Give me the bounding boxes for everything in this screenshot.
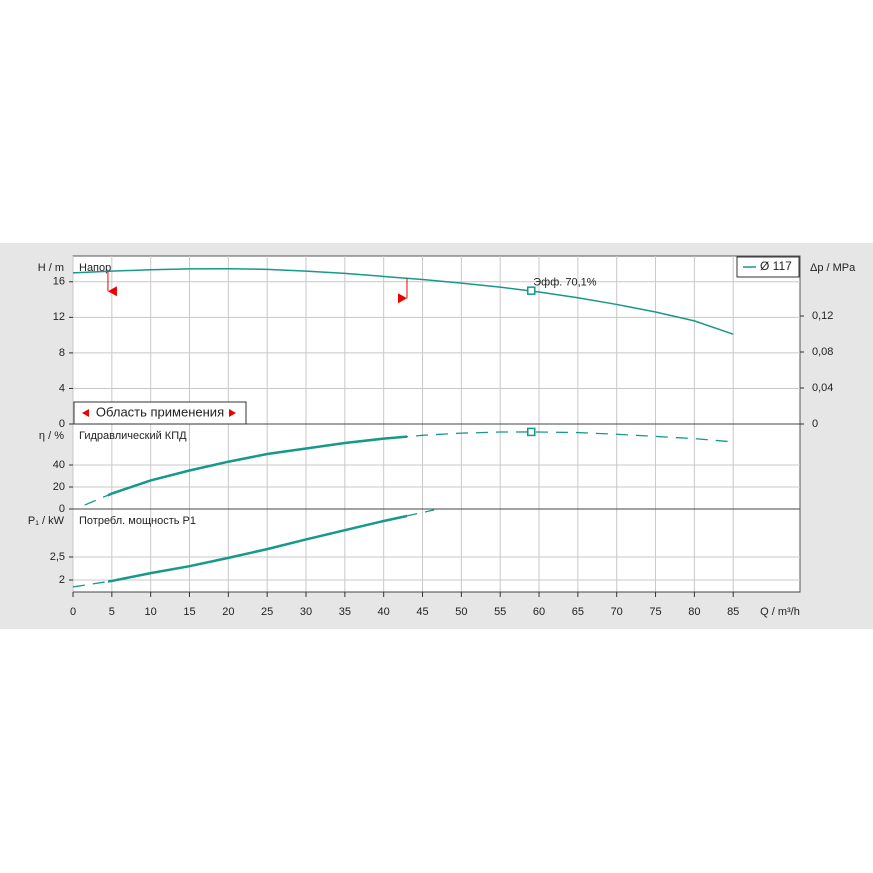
range-legend-box bbox=[73, 401, 247, 425]
y-tick-label: 12 bbox=[53, 311, 65, 323]
x-tick-label: 5 bbox=[109, 606, 115, 618]
y2-tick-label: 0 bbox=[812, 418, 818, 430]
range-marker bbox=[107, 286, 117, 297]
x-tick-label: 15 bbox=[183, 606, 195, 618]
y-tick-label: 20 bbox=[53, 481, 65, 493]
range-marker bbox=[397, 293, 407, 304]
best-point bbox=[527, 286, 536, 295]
x-tick-label: 30 bbox=[300, 606, 312, 618]
x-tick-label: 75 bbox=[649, 606, 661, 618]
y-axis-label: P₁ / kW bbox=[28, 515, 65, 527]
legend-label: Ø 117 bbox=[760, 259, 792, 273]
y2-tick-label: 0,12 bbox=[812, 310, 833, 322]
legend-box bbox=[736, 256, 800, 278]
y-tick-label: 4 bbox=[59, 382, 65, 394]
x-tick-label: 25 bbox=[261, 606, 273, 618]
x-tick-label: 50 bbox=[455, 606, 467, 618]
x-tick-label: 35 bbox=[339, 606, 351, 618]
y-axis-label: η / % bbox=[39, 430, 64, 442]
x-tick-label: 55 bbox=[494, 606, 506, 618]
x-tick-label: 10 bbox=[145, 606, 157, 618]
best-point-label: Эфф. 70,1% bbox=[533, 277, 597, 289]
series-line-operating bbox=[107, 514, 407, 583]
range-legend-icon bbox=[229, 409, 236, 417]
panel-title: Потребл. мощность P1 bbox=[79, 515, 196, 527]
x-tick-label: 20 bbox=[222, 606, 234, 618]
y2-axis-label: Δp / MPa bbox=[810, 262, 856, 274]
y-axis-label: H / m bbox=[38, 262, 64, 274]
x-tick-label: 60 bbox=[533, 606, 545, 618]
x-axis-label: Q / m³/h bbox=[760, 606, 800, 618]
range-legend-icon bbox=[82, 409, 89, 417]
x-tick-label: 80 bbox=[688, 606, 700, 618]
x-tick-label: 0 bbox=[70, 606, 76, 618]
y-tick-label: 8 bbox=[59, 347, 65, 359]
y-tick-label: 2,5 bbox=[50, 551, 65, 563]
panel-title: Гидравлический КПД bbox=[79, 430, 187, 442]
y-tick-label: 16 bbox=[53, 276, 65, 288]
range-legend-label: Область применения bbox=[96, 404, 224, 419]
x-tick-label: 45 bbox=[416, 606, 428, 618]
y-tick-label: 40 bbox=[53, 459, 65, 471]
x-tick-label: 85 bbox=[727, 606, 739, 618]
x-tick-label: 70 bbox=[611, 606, 623, 618]
x-tick-label: 40 bbox=[378, 606, 390, 618]
x-tick-label: 65 bbox=[572, 606, 584, 618]
y-tick-label: 2 bbox=[59, 574, 65, 586]
best-point bbox=[527, 427, 536, 437]
y-tick-label: 0 bbox=[59, 418, 65, 430]
series-line bbox=[72, 267, 734, 335]
y2-tick-label: 0,08 bbox=[812, 346, 833, 358]
y-tick-label: 0 bbox=[59, 503, 65, 515]
series-line-operating bbox=[107, 435, 407, 497]
y2-tick-label: 0,04 bbox=[812, 382, 833, 394]
